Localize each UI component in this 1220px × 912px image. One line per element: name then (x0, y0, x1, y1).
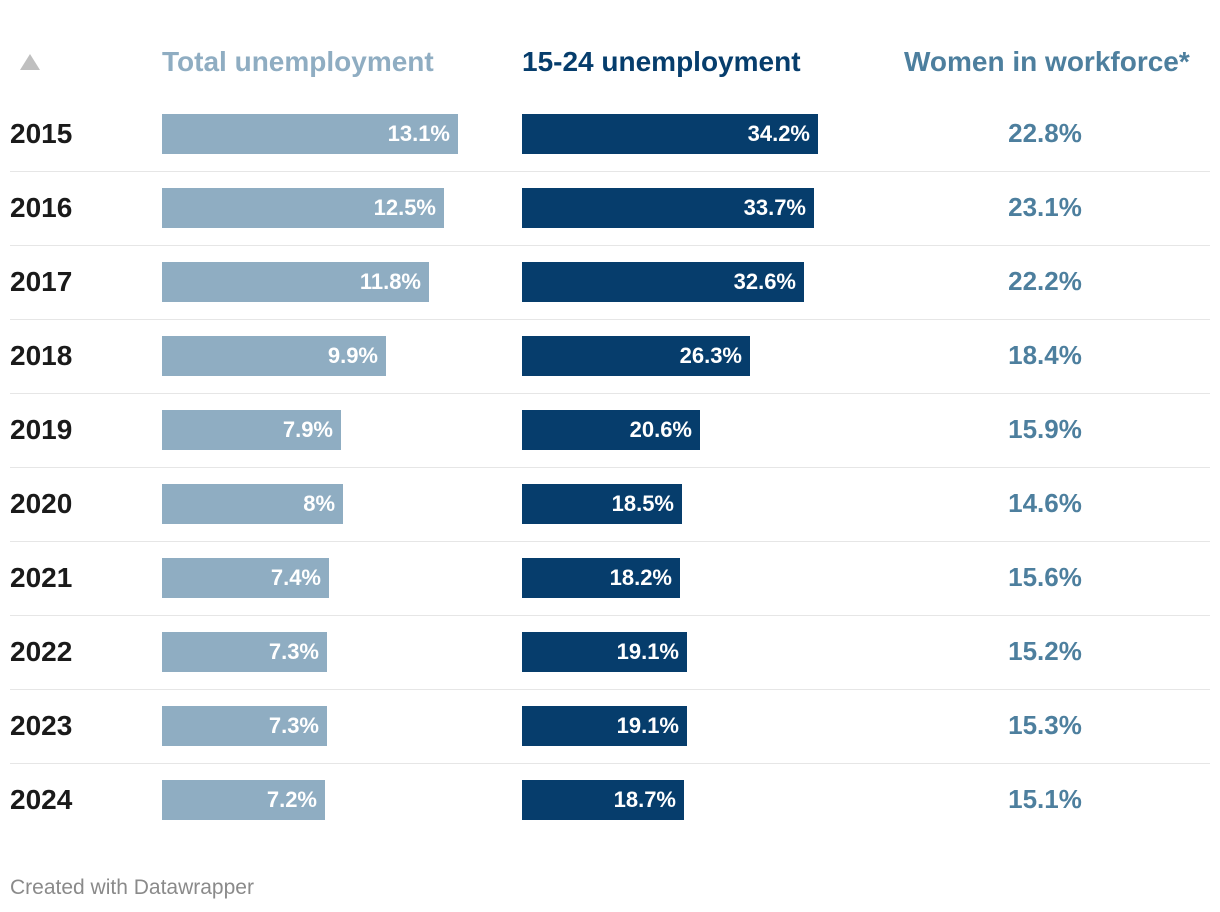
bar-total-unemployment: 13.1% (162, 114, 458, 154)
bar-label-youth: 19.1% (616, 639, 679, 664)
bar-label-total: 8% (303, 491, 335, 516)
column-header-women-in-workforce[interactable]: Women in workforce* (904, 46, 1190, 77)
bar-youth-unemployment: 18.2% (522, 558, 680, 598)
bar-label-total: 7.3% (268, 639, 319, 664)
women-in-workforce-value: 18.4% (1008, 340, 1082, 370)
table-row: 2020 8% 18.5% 14.6% (10, 468, 1210, 542)
bar-label-total: 12.5% (373, 195, 436, 220)
bar-label-total: 11.8% (359, 269, 421, 294)
sort-ascending-icon[interactable] (20, 54, 40, 70)
row-year: 2024 (10, 784, 73, 815)
row-year: 2022 (10, 636, 73, 667)
bar-youth-unemployment: 20.6% (522, 410, 700, 450)
bar-youth-unemployment: 33.7% (522, 188, 814, 228)
bar-total-unemployment: 7.3% (162, 632, 327, 672)
table-header: Total unemployment 15-24 unemployment Wo… (0, 44, 1220, 84)
women-in-workforce-value: 14.6% (1008, 488, 1082, 518)
bar-label-total: 13.1% (387, 121, 450, 146)
table-row: 2017 11.8% 32.6% 22.2% (10, 246, 1210, 320)
column-header-total-unemployment[interactable]: Total unemployment (162, 46, 434, 77)
row-year: 2017 (10, 266, 73, 297)
bar-youth-unemployment: 18.5% (522, 484, 682, 524)
row-year: 2018 (10, 340, 73, 371)
women-in-workforce-value: 15.3% (1008, 710, 1082, 740)
bar-label-total: 7.9% (282, 417, 333, 442)
table-row: 2018 9.9% 26.3% 18.4% (10, 320, 1210, 394)
women-in-workforce-value: 22.8% (1008, 118, 1082, 148)
bar-label-youth: 34.2% (747, 121, 810, 146)
bar-label-total: 9.9% (327, 343, 378, 368)
bar-label-youth: 18.7% (613, 787, 676, 812)
women-in-workforce-value: 15.6% (1008, 562, 1082, 592)
bar-youth-unemployment: 26.3% (522, 336, 750, 376)
column-header-youth-unemployment[interactable]: 15-24 unemployment (522, 46, 801, 77)
women-in-workforce-value: 23.1% (1008, 192, 1082, 222)
bar-label-youth: 20.6% (629, 417, 692, 442)
women-in-workforce-value: 22.2% (1008, 266, 1082, 296)
women-in-workforce-value: 15.1% (1008, 784, 1082, 814)
women-in-workforce-value: 15.2% (1008, 636, 1082, 666)
datawrapper-credit[interactable]: Created with Datawrapper (10, 876, 254, 899)
bar-label-youth: 18.2% (609, 565, 672, 590)
bar-label-total: 7.4% (270, 565, 321, 590)
table-row: 2016 12.5% 33.7% 23.1% (10, 172, 1210, 246)
women-in-workforce-value: 15.9% (1008, 414, 1082, 444)
row-year: 2020 (10, 488, 73, 519)
bar-youth-unemployment: 19.1% (522, 706, 687, 746)
bar-label-total: 7.3% (268, 713, 319, 738)
bar-label-youth: 18.5% (611, 491, 674, 516)
bar-total-unemployment: 12.5% (162, 188, 444, 228)
table-row: 2023 7.3% 19.1% 15.3% (10, 690, 1210, 764)
row-year: 2016 (10, 192, 73, 223)
table-row: 2024 7.2% 18.7% 15.1% (10, 764, 1210, 838)
bar-total-unemployment: 7.3% (162, 706, 327, 746)
bar-total-unemployment: 9.9% (162, 336, 386, 376)
row-year: 2021 (10, 562, 73, 593)
bar-youth-unemployment: 19.1% (522, 632, 687, 672)
bar-youth-unemployment: 32.6% (522, 262, 804, 302)
row-year: 2023 (10, 710, 73, 741)
bar-youth-unemployment: 34.2% (522, 114, 818, 154)
bar-total-unemployment: 7.4% (162, 558, 329, 598)
table-row: 2015 13.1% 34.2% 22.8% (10, 98, 1210, 172)
bar-youth-unemployment: 18.7% (522, 780, 684, 820)
row-year: 2015 (10, 118, 73, 149)
bar-total-unemployment: 7.9% (162, 410, 341, 450)
bar-label-total: 7.2% (266, 787, 317, 812)
bar-label-youth: 32.6% (733, 269, 796, 294)
row-year: 2019 (10, 414, 73, 445)
bar-label-youth: 26.3% (679, 343, 742, 368)
table-body: 2015 13.1% 34.2% 22.8% 2016 12.5% 33.7% 23.1% 20… (10, 98, 1210, 838)
table-row: 2022 7.3% 19.1% 15.2% (10, 616, 1210, 690)
bar-label-youth: 33.7% (743, 195, 806, 220)
bar-total-unemployment: 8% (162, 484, 343, 524)
bar-total-unemployment: 7.2% (162, 780, 325, 820)
bar-label-youth: 19.1% (616, 713, 679, 738)
bar-total-unemployment: 11.8% (162, 262, 429, 302)
table-row: 2019 7.9% 20.6% 15.9% (10, 394, 1210, 468)
table-row: 2021 7.4% 18.2% 15.6% (10, 542, 1210, 616)
